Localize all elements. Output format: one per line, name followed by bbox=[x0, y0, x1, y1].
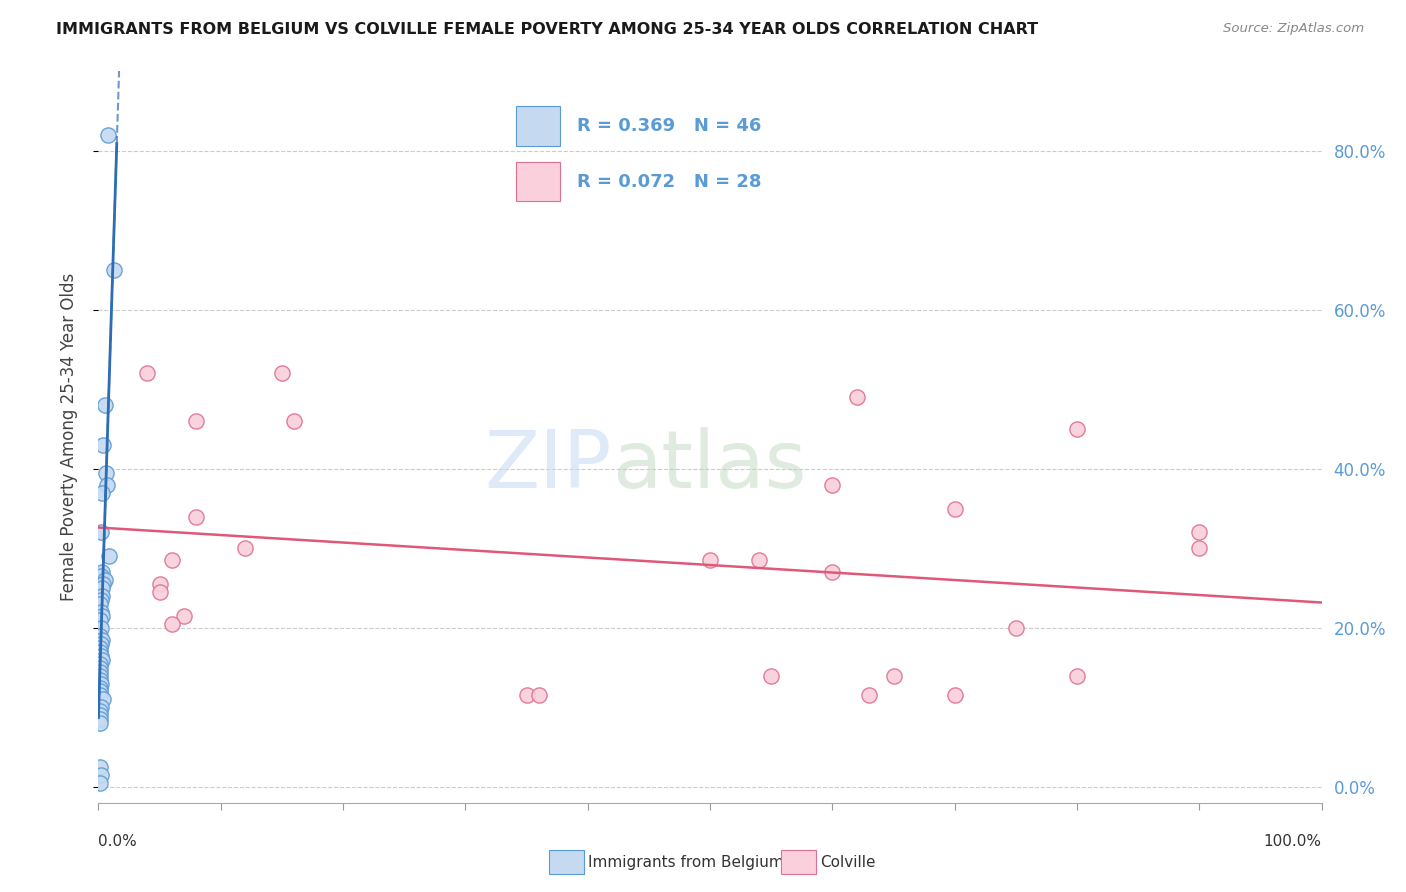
Point bbox=[1188, 525, 1211, 540]
Point bbox=[149, 585, 172, 599]
Text: 100.0%: 100.0% bbox=[1264, 834, 1322, 849]
Point bbox=[96, 477, 118, 491]
Point bbox=[91, 653, 114, 667]
Point bbox=[699, 553, 721, 567]
Point bbox=[845, 390, 868, 404]
Point bbox=[149, 577, 172, 591]
Point bbox=[89, 665, 111, 679]
Point bbox=[89, 645, 111, 659]
Point bbox=[91, 485, 114, 500]
Point bbox=[89, 708, 111, 723]
Point bbox=[748, 553, 770, 567]
Point bbox=[90, 676, 112, 690]
Text: IMMIGRANTS FROM BELGIUM VS COLVILLE FEMALE POVERTY AMONG 25-34 YEAR OLDS CORRELA: IMMIGRANTS FROM BELGIUM VS COLVILLE FEMA… bbox=[56, 22, 1039, 37]
Point bbox=[89, 613, 111, 627]
Point bbox=[90, 593, 112, 607]
Point bbox=[89, 657, 111, 671]
Point bbox=[94, 466, 117, 480]
Point bbox=[91, 589, 114, 603]
Point bbox=[90, 637, 112, 651]
Text: ZIP: ZIP bbox=[485, 427, 612, 506]
Point bbox=[89, 660, 111, 674]
Point bbox=[89, 640, 111, 655]
Point bbox=[1066, 668, 1088, 682]
Text: Source: ZipAtlas.com: Source: ZipAtlas.com bbox=[1223, 22, 1364, 36]
Point bbox=[515, 689, 537, 703]
Point bbox=[90, 525, 112, 540]
Point bbox=[821, 477, 844, 491]
Point bbox=[1066, 422, 1088, 436]
FancyBboxPatch shape bbox=[780, 850, 817, 874]
Point bbox=[97, 128, 120, 142]
Point bbox=[89, 712, 111, 726]
Point bbox=[103, 263, 125, 277]
Point bbox=[98, 549, 121, 564]
Point bbox=[186, 414, 208, 428]
Point bbox=[89, 629, 111, 643]
Point bbox=[160, 616, 183, 631]
Text: Colville: Colville bbox=[820, 855, 876, 871]
Point bbox=[527, 689, 550, 703]
Point bbox=[90, 700, 112, 714]
Point bbox=[233, 541, 256, 556]
Point bbox=[89, 705, 111, 719]
Point bbox=[136, 367, 159, 381]
Point bbox=[160, 553, 183, 567]
Point bbox=[91, 632, 114, 647]
Text: 0.0%: 0.0% bbox=[98, 834, 138, 849]
Point bbox=[89, 689, 111, 703]
Point bbox=[89, 684, 111, 698]
Point bbox=[90, 569, 112, 583]
Point bbox=[89, 716, 111, 731]
Point bbox=[91, 609, 114, 624]
Point bbox=[761, 668, 783, 682]
Point bbox=[90, 648, 112, 663]
Point bbox=[93, 398, 115, 412]
Point bbox=[943, 501, 966, 516]
Point bbox=[90, 768, 112, 782]
Point bbox=[90, 605, 112, 619]
Point bbox=[91, 577, 114, 591]
Point bbox=[1004, 621, 1026, 635]
Point bbox=[89, 681, 111, 695]
Point bbox=[91, 581, 114, 595]
Point bbox=[270, 367, 294, 381]
Point bbox=[90, 621, 112, 635]
Point bbox=[883, 668, 905, 682]
Point bbox=[1188, 541, 1211, 556]
Point bbox=[89, 776, 111, 790]
Text: atlas: atlas bbox=[612, 427, 807, 506]
Point bbox=[89, 673, 111, 687]
Point bbox=[89, 597, 111, 611]
Point bbox=[283, 414, 305, 428]
Point bbox=[943, 689, 966, 703]
Point bbox=[91, 692, 114, 706]
Y-axis label: Female Poverty Among 25-34 Year Olds: Female Poverty Among 25-34 Year Olds bbox=[59, 273, 77, 601]
Point bbox=[91, 566, 114, 580]
Point bbox=[821, 566, 844, 580]
Text: Immigrants from Belgium: Immigrants from Belgium bbox=[588, 855, 783, 871]
Point bbox=[186, 509, 208, 524]
Point bbox=[858, 689, 880, 703]
Point bbox=[89, 668, 111, 682]
Point bbox=[93, 573, 115, 587]
FancyBboxPatch shape bbox=[548, 850, 583, 874]
Point bbox=[89, 760, 111, 774]
Point bbox=[173, 609, 195, 624]
Point bbox=[91, 438, 114, 452]
